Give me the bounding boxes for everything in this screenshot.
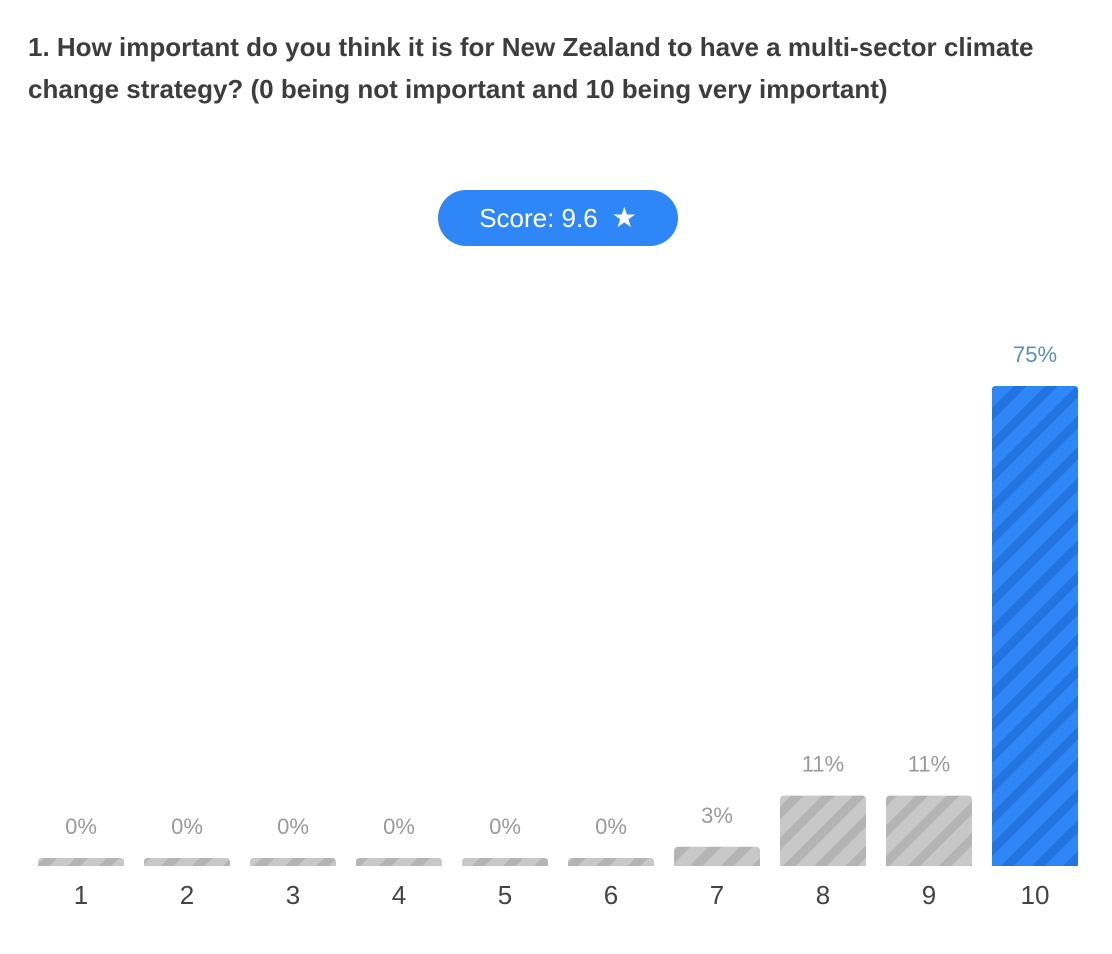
x-tick-label-3: 3 — [286, 880, 300, 910]
data-label-10: 75% — [1013, 342, 1057, 367]
bar-4 — [356, 858, 442, 866]
data-label-5: 0% — [489, 814, 521, 839]
data-label-1: 0% — [65, 814, 97, 839]
question-title: 1. How important do you think it is for … — [28, 32, 1034, 104]
x-tick-label-10: 10 — [1021, 880, 1050, 910]
x-tick-label-4: 4 — [392, 880, 406, 910]
data-label-7: 3% — [701, 803, 733, 828]
data-label-9: 11% — [908, 752, 950, 777]
x-tick-label-6: 6 — [604, 880, 618, 910]
x-tick-label-5: 5 — [498, 880, 512, 910]
bar-10 — [992, 386, 1078, 866]
x-tick-label-2: 2 — [180, 880, 194, 910]
bar-7 — [674, 846, 760, 866]
bar-8 — [780, 795, 866, 866]
x-tick-label-7: 7 — [710, 880, 724, 910]
x-tick-label-1: 1 — [74, 880, 88, 910]
star-icon: ★ — [611, 202, 637, 233]
bar-9 — [886, 795, 972, 866]
score-label: Score: 9.6 — [479, 202, 598, 233]
bar-3 — [250, 858, 336, 866]
bar-5 — [462, 858, 548, 866]
data-label-3: 0% — [277, 814, 309, 839]
x-tick-label-9: 9 — [922, 880, 936, 910]
data-label-8: 11% — [802, 752, 844, 777]
data-label-6: 0% — [595, 814, 627, 839]
data-label-2: 0% — [171, 814, 203, 839]
x-tick-label-8: 8 — [816, 880, 830, 910]
bar-2 — [144, 858, 230, 866]
bar-6 — [568, 858, 654, 866]
data-label-4: 0% — [383, 814, 415, 839]
bar-1 — [38, 858, 124, 866]
score-badge: Score: 9.6 ★ — [438, 190, 678, 246]
